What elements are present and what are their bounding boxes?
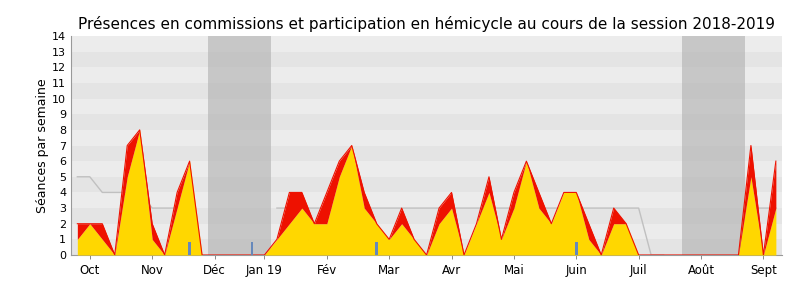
Bar — [71, 130, 782, 146]
Bar — [71, 146, 782, 161]
Bar — [71, 36, 782, 52]
Bar — [250, 242, 254, 255]
Bar — [71, 239, 782, 255]
Bar — [71, 67, 782, 83]
Bar — [71, 52, 782, 67]
Title: Présences en commissions et participation en hémicycle au cours de la session 20: Présences en commissions et participatio… — [78, 16, 775, 32]
Bar — [71, 224, 782, 239]
Bar — [683, 36, 745, 255]
Bar — [575, 242, 577, 255]
Y-axis label: Séances par semaine: Séances par semaine — [36, 78, 49, 213]
Bar — [71, 192, 782, 208]
Bar — [71, 177, 782, 192]
Bar — [71, 208, 782, 224]
Bar — [71, 99, 782, 114]
Bar — [71, 114, 782, 130]
Bar — [188, 242, 191, 255]
Bar — [209, 36, 271, 255]
Bar — [375, 242, 378, 255]
Bar — [71, 83, 782, 99]
Bar — [71, 161, 782, 177]
